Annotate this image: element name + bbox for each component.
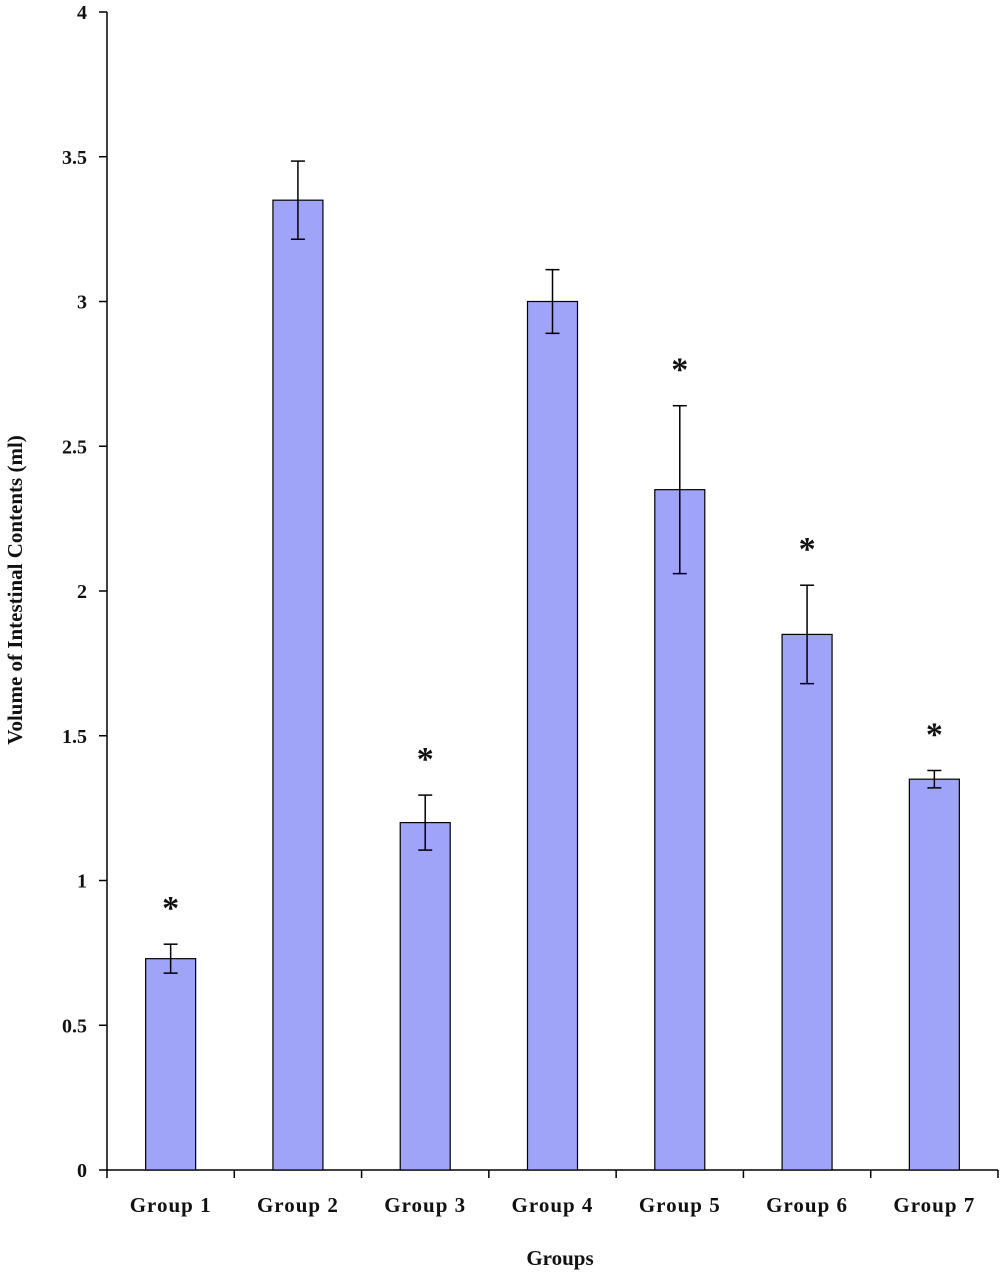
x-tick-label: Group 4 [512, 1193, 594, 1217]
y-tick-label: 0.5 [62, 1015, 87, 1037]
significance-asterisk: * [926, 716, 943, 753]
error-bar [418, 794, 433, 851]
error-bar [672, 404, 687, 575]
bar-group-5 [654, 489, 706, 1171]
error-bars [163, 160, 942, 974]
error-bar [290, 160, 305, 241]
bar-group-4 [526, 300, 579, 1171]
bars [145, 199, 960, 1171]
x-axis-title: Groups [526, 1246, 593, 1270]
x-tick-label: Group 5 [639, 1193, 721, 1217]
error-bar [545, 268, 560, 335]
x-tick-label: Group 7 [893, 1193, 975, 1217]
y-tick-label: 3.5 [62, 147, 87, 169]
y-axis-title: Volume of Intestinal Contents (ml) [3, 435, 27, 745]
y-tick-label: 1.5 [62, 726, 87, 748]
x-tick-label: Group 6 [766, 1193, 848, 1217]
y-tick-label: 0 [77, 1160, 87, 1182]
error-bar [800, 584, 815, 685]
bar-group-7 [908, 778, 960, 1171]
y-tick-label: 2.5 [62, 436, 87, 458]
significance-asterisk: * [671, 352, 688, 389]
x-tick-label: Group 2 [257, 1193, 339, 1217]
y-axis: 0 0.5 1 1.5 2 2.5 3 3.5 4 [62, 2, 108, 1182]
y-tick-label: 1 [77, 871, 87, 893]
significance-asterisk: * [162, 890, 179, 927]
bar-group-1 [145, 958, 197, 1171]
x-axis: Group 1 Group 2 Group 3 Group 4 Group 5 Group… [106, 1169, 999, 1217]
bar-group-3 [399, 821, 451, 1171]
error-bar [163, 943, 178, 974]
y-tick-label: 4 [77, 2, 87, 24]
x-tick-label: Group 1 [130, 1193, 212, 1217]
significance-asterisk: * [799, 531, 816, 568]
y-tick-label: 2 [77, 581, 87, 603]
significance-asterisk: * [417, 741, 434, 778]
bar-group-2 [272, 199, 324, 1171]
bar-group-6 [781, 633, 833, 1171]
y-tick-label: 3 [77, 292, 87, 314]
error-bar [927, 769, 942, 789]
significance-markers: * * * * * [162, 352, 943, 927]
x-tick-label: Group 3 [384, 1193, 466, 1217]
